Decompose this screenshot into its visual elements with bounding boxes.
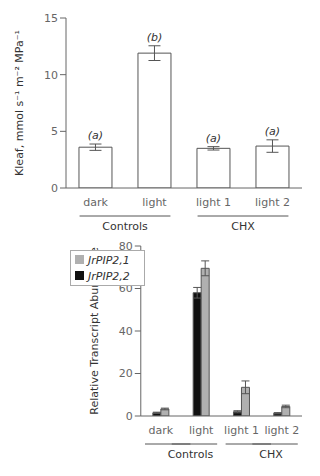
svg-text:light 2: light 2: [264, 424, 299, 437]
svg-text:(b): (b): [147, 31, 163, 44]
svg-text:60: 60: [119, 282, 133, 295]
svg-text:light 1: light 1: [224, 424, 259, 437]
svg-text:(a): (a): [88, 129, 103, 142]
svg-text:Relative Transcript Abundance: Relative Transcript Abundance: [88, 247, 101, 415]
svg-text:20: 20: [119, 367, 133, 380]
svg-text:Kleaf, mmol s⁻¹ m⁻² MPa⁻¹: Kleaf, mmol s⁻¹ m⁻² MPa⁻¹: [13, 30, 26, 176]
svg-text:dark: dark: [149, 424, 174, 437]
svg-text:80: 80: [119, 240, 133, 253]
svg-text:Controls: Controls: [168, 448, 214, 461]
svg-text:light 2: light 2: [255, 196, 290, 209]
svg-text:0: 0: [126, 410, 133, 423]
svg-text:0: 0: [51, 182, 58, 195]
svg-text:(a): (a): [206, 132, 221, 145]
svg-text:CHX: CHX: [231, 220, 255, 233]
svg-text:5: 5: [51, 125, 58, 138]
svg-text:CHX: CHX: [259, 448, 283, 461]
svg-text:dark: dark: [83, 196, 108, 209]
svg-text:light: light: [142, 196, 167, 209]
svg-text:10: 10: [44, 69, 58, 82]
svg-text:light 1: light 1: [196, 196, 231, 209]
svg-text:Controls: Controls: [102, 220, 148, 233]
svg-text:(a): (a): [265, 125, 280, 138]
svg-text:40: 40: [119, 325, 133, 338]
svg-text:15: 15: [44, 12, 58, 25]
svg-text:light: light: [189, 424, 214, 437]
